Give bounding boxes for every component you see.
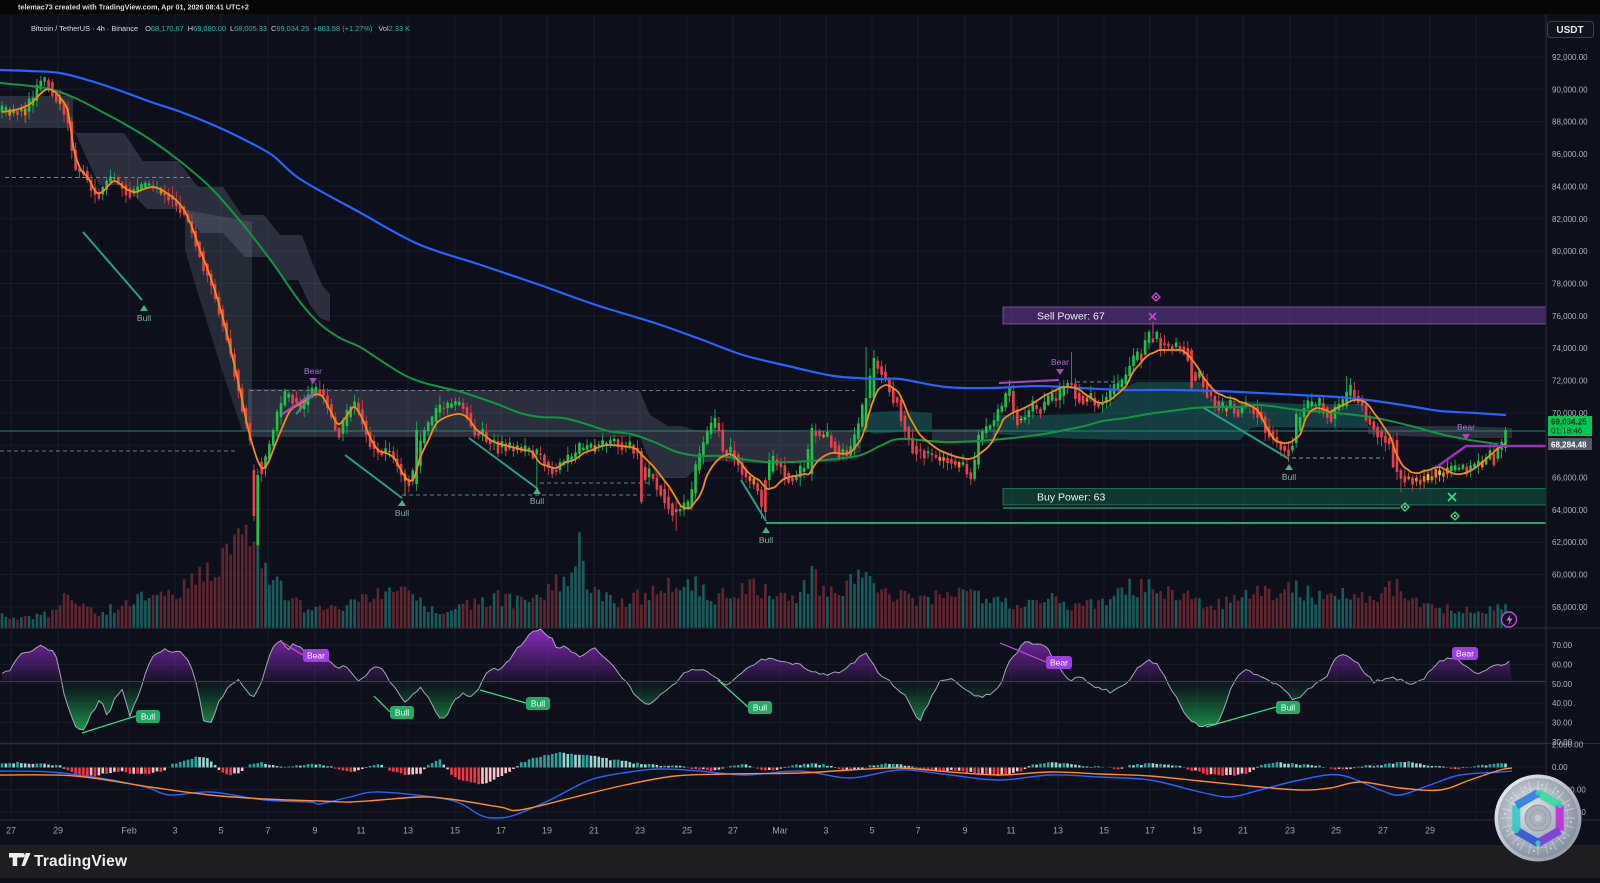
- svg-text:84,000.00: 84,000.00: [1552, 182, 1588, 191]
- svg-text:25: 25: [682, 826, 692, 836]
- svg-text:68,284.48: 68,284.48: [1551, 441, 1587, 450]
- svg-text:60,000.00: 60,000.00: [1552, 571, 1588, 580]
- svg-text:23: 23: [635, 826, 645, 836]
- svg-text:01:18:46: 01:18:46: [1551, 427, 1583, 436]
- svg-text:Buy Power: 63: Buy Power: 63: [1037, 492, 1105, 504]
- svg-text:64,000.00: 64,000.00: [1552, 506, 1588, 515]
- svg-text:9: 9: [962, 826, 967, 836]
- svg-text:Bull: Bull: [395, 708, 409, 718]
- svg-text:7: 7: [915, 826, 920, 836]
- svg-text:5: 5: [218, 826, 223, 836]
- svg-text:88,000.00: 88,000.00: [1552, 118, 1588, 127]
- svg-text:15: 15: [1099, 826, 1109, 836]
- svg-text:Bull: Bull: [141, 712, 155, 722]
- svg-text:21: 21: [589, 826, 599, 836]
- svg-text:15: 15: [450, 826, 460, 836]
- svg-text:80,000.00: 80,000.00: [1552, 247, 1588, 256]
- svg-text:Bear: Bear: [307, 651, 325, 661]
- svg-text:Bull: Bull: [1281, 703, 1295, 713]
- svg-text:17: 17: [1145, 826, 1155, 836]
- svg-text:25: 25: [1331, 826, 1341, 836]
- svg-text:29: 29: [53, 826, 63, 836]
- svg-text:Bull: Bull: [531, 699, 545, 709]
- svg-text:40.00: 40.00: [1552, 699, 1573, 708]
- svg-text:11: 11: [1006, 826, 1015, 836]
- svg-text:29: 29: [1425, 826, 1435, 836]
- svg-text:60.00: 60.00: [1552, 660, 1573, 669]
- svg-text:11: 11: [356, 826, 365, 836]
- svg-text:30.00: 30.00: [1552, 719, 1573, 728]
- svg-text:Bitcoin / TetherUS · 4h · Bina: Bitcoin / TetherUS · 4h · Binance O68,170…: [31, 24, 410, 33]
- svg-text:3: 3: [172, 826, 177, 836]
- svg-text:62,000.00: 62,000.00: [1552, 538, 1588, 547]
- svg-text:Bear: Bear: [1050, 658, 1068, 668]
- svg-text:92,000.00: 92,000.00: [1552, 53, 1588, 62]
- svg-text:20.00: 20.00: [1552, 738, 1573, 747]
- svg-text:Bull: Bull: [753, 703, 767, 713]
- svg-text:Bull: Bull: [759, 535, 773, 545]
- svg-text:78,000.00: 78,000.00: [1552, 280, 1588, 289]
- svg-text:69,034.25: 69,034.25: [1551, 418, 1587, 427]
- svg-text:Bear: Bear: [1457, 422, 1475, 432]
- svg-text:86,000.00: 86,000.00: [1552, 150, 1588, 159]
- svg-text:19: 19: [542, 826, 552, 836]
- svg-text:72,000.00: 72,000.00: [1552, 377, 1588, 386]
- svg-text:7: 7: [265, 826, 270, 836]
- svg-text:50.00: 50.00: [1552, 680, 1573, 689]
- svg-text:5: 5: [869, 826, 874, 836]
- svg-text:82,000.00: 82,000.00: [1552, 215, 1588, 224]
- svg-text:17: 17: [496, 826, 506, 836]
- svg-text:Feb: Feb: [121, 826, 137, 836]
- svg-text:USDT: USDT: [1556, 25, 1583, 36]
- svg-text:telemac73 created with Trading: telemac73 created with TradingView.com, …: [18, 3, 249, 12]
- svg-text:Bull: Bull: [137, 313, 151, 323]
- svg-text:58,000.00: 58,000.00: [1552, 603, 1588, 612]
- svg-text:27: 27: [728, 826, 738, 836]
- svg-text:90,000.00: 90,000.00: [1552, 85, 1588, 94]
- svg-text:Bear: Bear: [1456, 649, 1474, 659]
- svg-text:27: 27: [6, 826, 16, 836]
- svg-text:27: 27: [1378, 826, 1388, 836]
- svg-text:Bull: Bull: [395, 508, 409, 518]
- svg-text:13: 13: [403, 826, 413, 836]
- svg-text:0.00: 0.00: [1552, 763, 1568, 772]
- svg-text:70,000.00: 70,000.00: [1552, 409, 1588, 418]
- svg-text:Bull: Bull: [1282, 472, 1296, 482]
- svg-text:76,000.00: 76,000.00: [1552, 312, 1588, 321]
- svg-text:13: 13: [1053, 826, 1063, 836]
- svg-text:9: 9: [312, 826, 317, 836]
- svg-text:66,000.00: 66,000.00: [1552, 474, 1588, 483]
- svg-text:2,000.00: 2,000.00: [1552, 741, 1584, 750]
- svg-text:Bull: Bull: [530, 496, 544, 506]
- svg-text:74,000.00: 74,000.00: [1552, 344, 1588, 353]
- svg-text:Mar: Mar: [772, 826, 788, 836]
- svg-text:Sell Power: 67: Sell Power: 67: [1037, 311, 1105, 323]
- svg-text:Bear: Bear: [304, 366, 322, 376]
- svg-text:21: 21: [1238, 826, 1248, 836]
- svg-text:19: 19: [1192, 826, 1202, 836]
- svg-text:70.00: 70.00: [1552, 641, 1573, 650]
- svg-text:23: 23: [1285, 826, 1295, 836]
- svg-text:Bear: Bear: [1051, 357, 1069, 367]
- svg-text:TradingView: TradingView: [34, 853, 128, 870]
- svg-text:3: 3: [823, 826, 828, 836]
